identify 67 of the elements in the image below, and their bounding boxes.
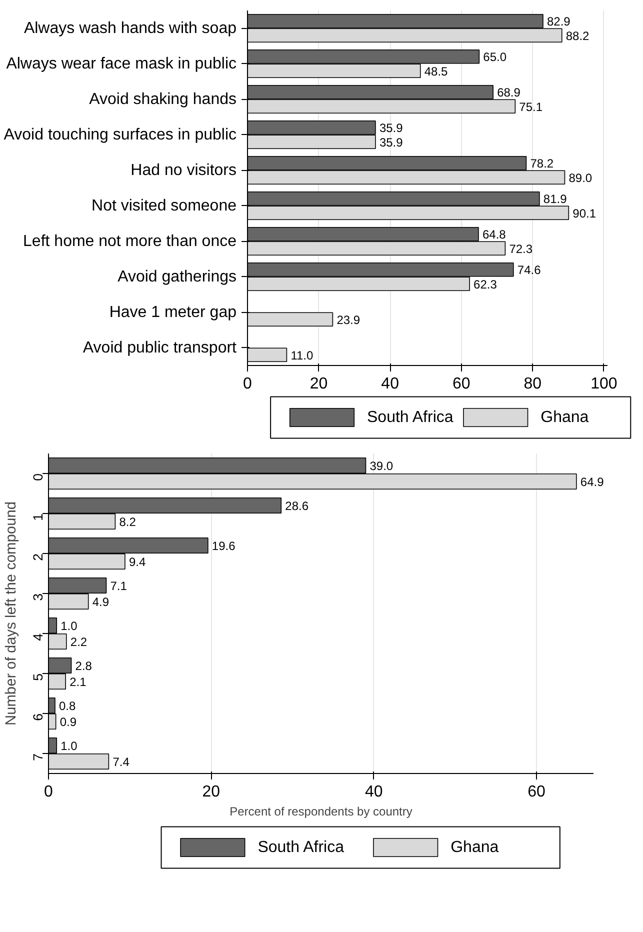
- data-label: 90.1: [572, 206, 596, 220]
- data-label: 2.1: [70, 675, 87, 689]
- y-tick-label: 5: [30, 673, 46, 681]
- legend-label: South Africa: [367, 409, 454, 426]
- x-tick-label: 80: [524, 376, 542, 392]
- y-tick-label: 1: [30, 513, 46, 521]
- data-label: 72.3: [509, 242, 533, 256]
- x-tick-label: 20: [310, 376, 328, 392]
- data-label: 1.0: [60, 739, 78, 753]
- x-tick-label: 20: [202, 784, 220, 800]
- data-label: 75.1: [519, 100, 543, 114]
- data-label: 89.0: [568, 170, 592, 185]
- y-tick-label: Avoid public transport: [82, 339, 238, 356]
- data-label: 74.6: [517, 263, 542, 278]
- y-tick-label: Have 1 meter gap: [109, 304, 237, 321]
- legend-label: South Africa: [258, 839, 344, 856]
- legend-label: Ghana: [450, 839, 499, 856]
- data-label: 4.9: [92, 595, 110, 609]
- data-label: 2.8: [75, 659, 92, 673]
- data-label: 23.9: [336, 312, 360, 327]
- data-label: 7.4: [112, 755, 130, 769]
- data-label: 0.9: [60, 715, 77, 729]
- y-tick-label: Avoid shaking hands: [89, 90, 237, 108]
- data-label: 11.0: [290, 348, 314, 362]
- data-label: 1.0: [60, 619, 78, 633]
- x-tick-label: 0: [243, 376, 252, 392]
- y-tick-label: Not visited someone: [92, 197, 237, 214]
- data-label: 88.2: [566, 28, 590, 43]
- data-label: 48.5: [424, 64, 448, 78]
- y-tick-label: 6: [30, 713, 46, 721]
- data-label: 35.9: [379, 121, 404, 136]
- data-label: 82.9: [546, 14, 571, 29]
- x-axis-title: Percent of respondents by country: [230, 804, 412, 818]
- x-tick-label: 40: [364, 784, 383, 800]
- y-tick-label: Always wash hands with soap: [24, 20, 237, 37]
- data-label: 8.2: [119, 515, 136, 529]
- legend-label: Ghana: [540, 409, 589, 426]
- data-label: 65.0: [483, 50, 507, 64]
- data-label: 64.8: [482, 228, 506, 242]
- x-tick-label: 60: [452, 376, 470, 392]
- data-label: 0.8: [59, 699, 76, 713]
- y-tick-label: 4: [30, 632, 46, 641]
- y-tick-label: Had no visitors: [130, 162, 237, 179]
- data-label: 9.4: [128, 555, 146, 569]
- y-tick-label: Avoid touching surfaces in public: [4, 126, 236, 144]
- data-label: 7.1: [110, 579, 128, 593]
- x-tick-label: 100: [590, 376, 618, 392]
- y-tick-label: Avoid gatherings: [118, 268, 237, 286]
- x-tick-label: 60: [528, 784, 546, 800]
- y-tick-label: 7: [30, 753, 46, 761]
- y-tick-label: Left home not more than once: [23, 232, 237, 250]
- data-label: 81.9: [543, 192, 568, 206]
- data-label: 2.2: [70, 635, 88, 649]
- x-tick-label: 40: [381, 376, 400, 392]
- data-label: 62.3: [474, 277, 498, 292]
- y-tick-label: 0: [30, 473, 46, 481]
- data-label: 68.9: [497, 86, 521, 100]
- data-label: 39.0: [370, 459, 394, 473]
- data-label: 28.6: [285, 499, 309, 513]
- y-tick-label: 3: [30, 593, 46, 601]
- data-label: 19.6: [212, 539, 236, 553]
- y-tick-label: 2: [30, 553, 46, 561]
- y-axis-title: Number of days left the compound: [4, 501, 20, 726]
- y-tick-label: Always wear face mask in public: [6, 55, 236, 72]
- data-label: 35.9: [379, 135, 404, 150]
- data-label: 64.9: [580, 475, 604, 489]
- data-label: 78.2: [530, 156, 554, 171]
